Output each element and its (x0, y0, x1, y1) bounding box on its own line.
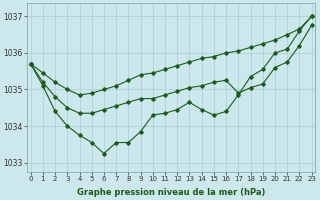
X-axis label: Graphe pression niveau de la mer (hPa): Graphe pression niveau de la mer (hPa) (77, 188, 265, 197)
